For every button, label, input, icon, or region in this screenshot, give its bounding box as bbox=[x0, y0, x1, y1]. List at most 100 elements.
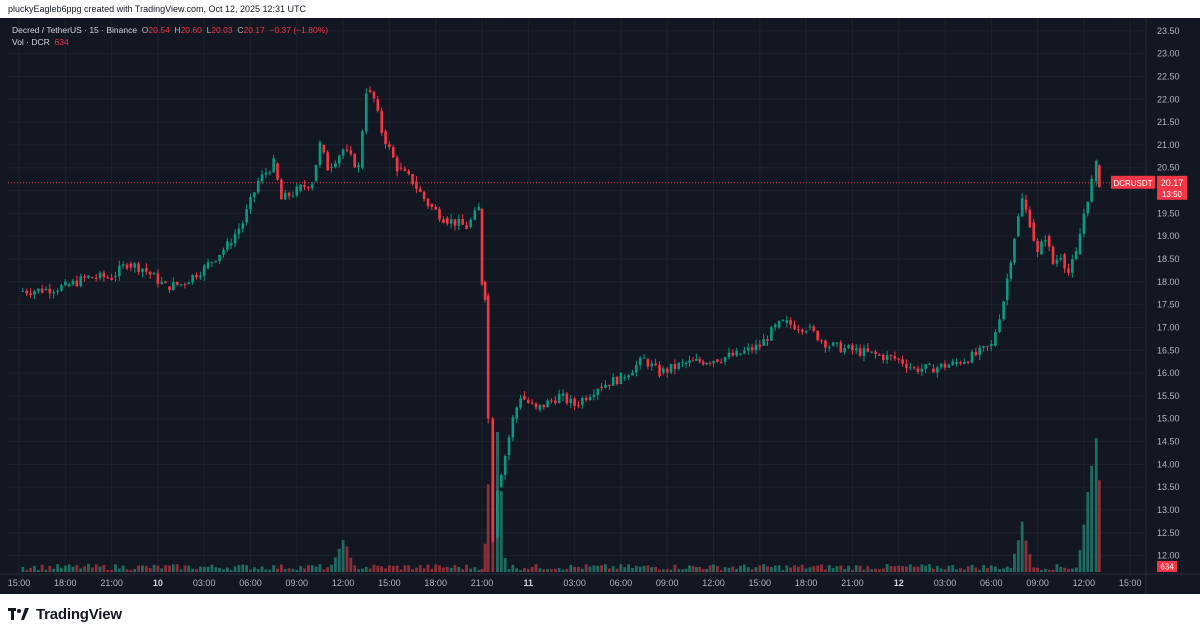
candle-body bbox=[469, 219, 472, 228]
volume-bar bbox=[90, 567, 94, 572]
volume-bar bbox=[777, 565, 781, 572]
volume-bar bbox=[399, 569, 403, 572]
tradingview-logo[interactable]: TradingView bbox=[8, 604, 122, 624]
candle-body bbox=[87, 275, 90, 278]
candle-body bbox=[743, 350, 746, 354]
x-tick-label: 12:00 bbox=[1073, 578, 1096, 588]
volume-bar bbox=[422, 568, 426, 572]
y-tick-label: 17.00 bbox=[1157, 322, 1180, 332]
candle-body bbox=[750, 347, 754, 351]
candle-body bbox=[353, 154, 356, 168]
candle-body bbox=[897, 358, 900, 360]
candle-body bbox=[793, 324, 796, 330]
candle-body bbox=[754, 344, 758, 351]
volume-bar bbox=[102, 564, 106, 572]
volume-bar bbox=[986, 568, 989, 572]
candle-body bbox=[79, 276, 83, 287]
volume-bar bbox=[688, 565, 691, 572]
x-tick-label: 15:00 bbox=[8, 578, 31, 588]
volume-bar bbox=[52, 568, 56, 572]
volume-bar bbox=[349, 557, 353, 572]
candle-body bbox=[885, 355, 889, 360]
x-tick-label: 18:00 bbox=[795, 578, 818, 588]
candle-body bbox=[635, 364, 638, 373]
low-label: L bbox=[206, 25, 212, 35]
volume-bar bbox=[694, 567, 698, 572]
volume-bar bbox=[36, 569, 40, 572]
volume-bar bbox=[858, 565, 862, 572]
x-tick-label: 10 bbox=[153, 578, 163, 588]
volume-bar bbox=[341, 539, 345, 572]
volume-bar bbox=[573, 566, 576, 572]
candle-body bbox=[483, 281, 487, 300]
candle-body bbox=[407, 170, 410, 175]
volume-bar bbox=[989, 565, 993, 572]
volume-bar bbox=[831, 567, 835, 572]
volume-bar bbox=[322, 569, 326, 572]
candle-body bbox=[349, 150, 353, 155]
volume-bar bbox=[796, 566, 800, 572]
volume-bar bbox=[388, 565, 391, 572]
volume-bar bbox=[731, 566, 735, 572]
candle-body bbox=[708, 362, 712, 364]
volume-bar bbox=[769, 567, 773, 572]
candle-body bbox=[83, 276, 86, 278]
candle-body bbox=[56, 290, 59, 293]
candle-body bbox=[368, 90, 372, 92]
volume-bar bbox=[434, 564, 438, 572]
volume-bar bbox=[735, 568, 739, 572]
candle-body bbox=[935, 367, 939, 373]
candle-body bbox=[1063, 254, 1066, 269]
low-value: 20.03 bbox=[211, 25, 233, 35]
candle-body bbox=[681, 361, 684, 363]
volume-bar bbox=[156, 565, 160, 572]
candle-body bbox=[534, 403, 538, 408]
volume-bar bbox=[29, 567, 32, 572]
price-badge-value: 20.17 bbox=[1161, 178, 1184, 188]
volume-bar bbox=[499, 491, 503, 572]
volume-bar bbox=[40, 564, 44, 572]
candle-body bbox=[658, 364, 661, 377]
volume-bar bbox=[360, 568, 364, 572]
candle-body bbox=[187, 282, 191, 285]
volume-bar bbox=[719, 569, 723, 572]
volume-bar bbox=[812, 566, 816, 572]
volume-bar bbox=[785, 565, 789, 572]
candle-body bbox=[1051, 246, 1055, 264]
volume-bar bbox=[526, 569, 530, 572]
candle-body bbox=[962, 361, 966, 364]
candle-body bbox=[303, 184, 306, 187]
volume-bar bbox=[515, 568, 519, 572]
chart-area[interactable]: 23.5023.0022.5022.0021.5021.0020.5020.00… bbox=[0, 18, 1200, 594]
volume-bar bbox=[276, 568, 279, 572]
candle-body bbox=[29, 293, 32, 295]
candle-body bbox=[588, 396, 592, 400]
volume-bar bbox=[175, 564, 179, 572]
candle-body bbox=[631, 372, 634, 376]
candle-body bbox=[133, 263, 137, 268]
candle-body bbox=[318, 142, 322, 165]
candle-body bbox=[542, 404, 546, 408]
candle-body bbox=[519, 398, 522, 408]
volume-bar bbox=[912, 566, 916, 572]
candle-body bbox=[44, 288, 48, 291]
candle-body bbox=[701, 361, 705, 365]
volume-bar bbox=[705, 568, 709, 572]
volume-bar bbox=[1016, 540, 1020, 572]
candle-body bbox=[245, 209, 248, 223]
x-tick-label: 03:00 bbox=[563, 578, 586, 588]
volume-bar bbox=[715, 566, 719, 572]
candle-body bbox=[881, 354, 885, 360]
volume-bar bbox=[110, 569, 113, 572]
volume-bar bbox=[820, 564, 823, 572]
candle-body bbox=[268, 172, 272, 174]
candle-body bbox=[746, 347, 750, 351]
volume-bar bbox=[897, 565, 901, 572]
close-label: C bbox=[237, 25, 244, 35]
candle-body bbox=[554, 400, 557, 404]
y-tick-label: 12.00 bbox=[1157, 551, 1180, 561]
candle-body bbox=[341, 149, 345, 156]
candlestick-chart[interactable]: 23.5023.0022.5022.0021.5021.0020.5020.00… bbox=[0, 18, 1200, 594]
candle-body bbox=[990, 343, 993, 347]
volume-badge bbox=[1157, 561, 1177, 572]
